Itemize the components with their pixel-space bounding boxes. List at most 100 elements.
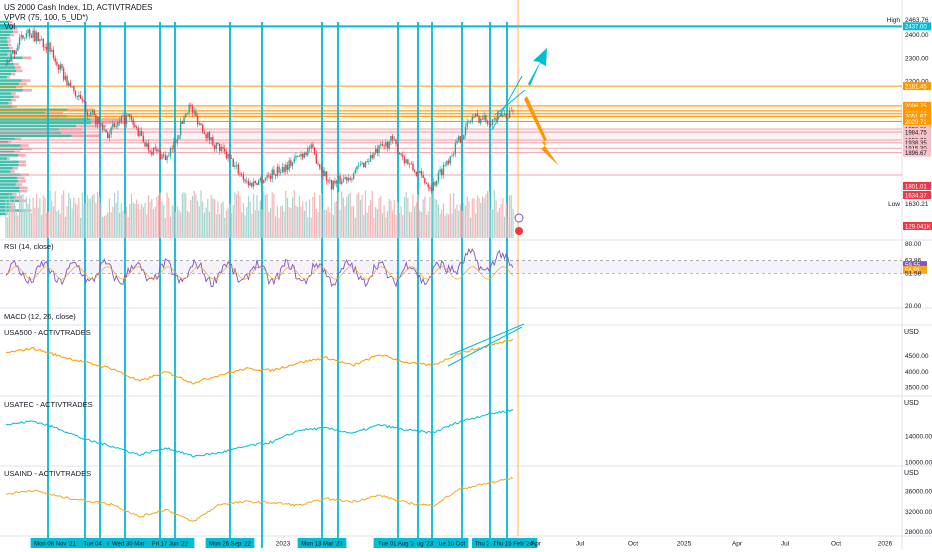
price-candle	[449, 156, 451, 164]
volume-bar	[241, 212, 243, 238]
price-candle	[281, 167, 284, 173]
rsi-pane-title[interactable]: RSI (14, close)	[4, 242, 54, 251]
volume-bar	[349, 193, 351, 238]
usa500-channel-line[interactable]	[449, 323, 525, 356]
volume-bar	[190, 200, 192, 238]
volume-profile-bar	[0, 212, 7, 216]
time-axis-badge[interactable]	[30, 538, 80, 548]
volume-profile-bar	[0, 196, 16, 199]
time-axis-badge[interactable]	[373, 538, 423, 548]
compare-tick-label: 10000.00	[905, 460, 932, 467]
volume-bar	[266, 193, 268, 238]
usa500-pane-title[interactable]: USA500 - ACTIVTRADES	[4, 328, 91, 337]
time-axis-badge[interactable]	[108, 538, 158, 548]
price-candle	[271, 169, 273, 179]
price-badge-label: 1938.35	[905, 141, 927, 147]
vpvr-indicator-label[interactable]: VPVR (75, 100, 5_UD*)	[4, 13, 89, 22]
rsi-ma-badge[interactable]	[903, 265, 927, 274]
time-axis-badge[interactable]	[413, 538, 437, 548]
time-axis-badge[interactable]	[435, 538, 469, 548]
usatec-line[interactable]	[5, 409, 514, 458]
volume-bar	[386, 211, 389, 238]
volume-bar	[59, 213, 61, 238]
flag-icon[interactable]	[515, 227, 523, 235]
volume-bar	[405, 192, 407, 238]
price-candle	[412, 163, 414, 171]
volume-profile-bar	[10, 24, 15, 27]
price-candle	[452, 154, 455, 156]
usaind-pane-title[interactable]: USAIND - ACTIVTRADES	[4, 469, 92, 478]
volume-profile-bar	[18, 154, 26, 157]
price-badge[interactable]	[903, 148, 931, 157]
volume-bar	[453, 192, 455, 238]
volume-badge[interactable]	[903, 222, 932, 230]
volume-bar	[115, 202, 117, 238]
up-arrow-projection[interactable]	[528, 48, 547, 86]
volume-bar	[13, 197, 16, 238]
usatec-pane-title[interactable]: USATEC - ACTIVTRADES	[4, 400, 93, 409]
volume-bar	[432, 191, 434, 238]
usa500-line[interactable]	[5, 338, 514, 385]
price-badge[interactable]	[903, 117, 931, 126]
volume-bar	[431, 193, 433, 238]
price-candle	[6, 60, 9, 64]
price-badge[interactable]	[903, 101, 931, 110]
volume-bar	[476, 195, 478, 238]
volume-bar	[456, 204, 458, 238]
time-axis-label: Fri 17 Jun '22	[152, 542, 189, 548]
volume-bar	[264, 194, 267, 238]
lightning-icon[interactable]	[514, 213, 524, 223]
price-candle	[252, 181, 255, 187]
down-arrow-projection[interactable]	[524, 96, 559, 166]
price-candle	[493, 118, 496, 120]
price-badge[interactable]	[903, 144, 931, 153]
macd-pane-title[interactable]: MACD (12, 26, close)	[4, 312, 76, 321]
volume-bar	[397, 202, 399, 238]
time-axis-badge[interactable]	[145, 538, 195, 548]
volume-bar	[458, 210, 460, 238]
volume-bar	[35, 194, 38, 238]
volume-bar	[188, 212, 190, 238]
trend-channel-line[interactable]	[491, 75, 523, 131]
price-badge[interactable]	[903, 22, 931, 31]
volume-bar	[56, 211, 58, 238]
volume-profile-bar	[9, 202, 14, 206]
volume-bar	[152, 209, 155, 238]
rsi-band	[0, 260, 902, 274]
volume-bar	[363, 214, 365, 238]
trend-channel-line[interactable]	[494, 89, 526, 116]
price-badge[interactable]	[903, 182, 931, 190]
price-candle	[486, 120, 489, 124]
volume-profile-bar	[17, 176, 25, 180]
price-candle	[105, 129, 107, 133]
volume-bar	[354, 217, 356, 238]
volume-bar	[408, 212, 411, 238]
volume-profile-bar	[10, 170, 15, 173]
price-candle	[356, 165, 358, 170]
volume-bar	[258, 210, 260, 238]
time-axis-label: ug '23	[417, 542, 434, 548]
volume-profile-bar	[0, 124, 76, 128]
time-axis-badge[interactable]	[205, 538, 255, 548]
price-candle	[240, 173, 243, 175]
price-badge[interactable]	[903, 191, 931, 199]
price-badge[interactable]	[903, 112, 931, 121]
rsi-value-badge[interactable]	[903, 261, 927, 270]
price-candle	[283, 167, 285, 172]
price-candle	[329, 179, 331, 181]
price-badge[interactable]	[903, 82, 931, 91]
volume-bar	[419, 210, 421, 238]
usaind-line[interactable]	[5, 476, 514, 522]
price-candle	[420, 171, 423, 175]
volume-bar	[122, 210, 124, 238]
volume-bar	[171, 205, 173, 238]
volume-bar	[49, 190, 51, 238]
price-badge[interactable]	[903, 128, 931, 137]
vol-indicator-label[interactable]: Vol	[4, 22, 16, 31]
price-badge[interactable]	[903, 138, 931, 147]
usa500-channel-line[interactable]	[447, 326, 523, 367]
time-axis-badge[interactable]	[488, 538, 538, 548]
time-axis-badge[interactable]	[297, 538, 347, 548]
price-candle	[162, 154, 165, 156]
